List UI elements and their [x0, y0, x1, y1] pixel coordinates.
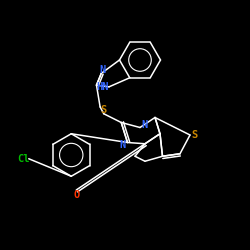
Text: N: N [142, 120, 148, 130]
Text: O: O [73, 190, 80, 200]
Text: N: N [100, 66, 106, 76]
Text: S: S [192, 130, 198, 140]
Text: Cl: Cl [17, 154, 29, 164]
Text: HN: HN [96, 82, 108, 92]
Text: N: N [120, 140, 126, 150]
Text: S: S [100, 105, 106, 115]
